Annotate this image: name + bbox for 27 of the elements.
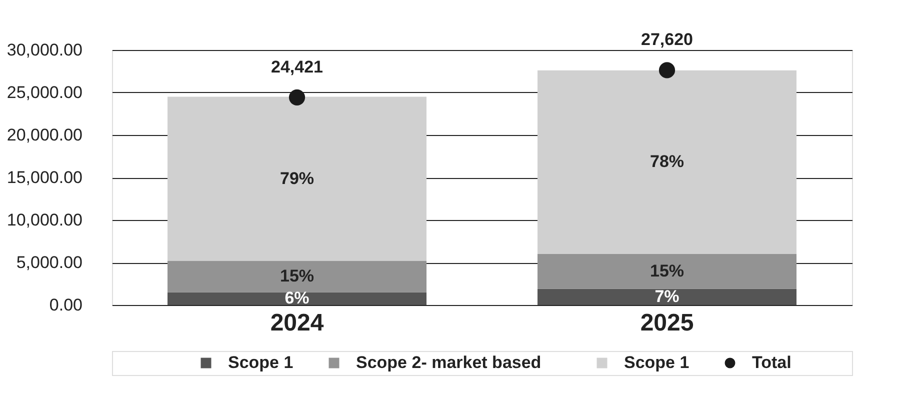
annotation: 7% [654,286,680,306]
bar [168,260,426,292]
x-tick-label: 2024 [270,310,324,336]
y-tick-label: 30,000.00 [6,40,82,60]
annotation: 15% [650,261,684,280]
annotation: 6% [284,288,310,308]
data-label: 24,421 [271,57,323,76]
bar [538,288,796,305]
y-tick-label: 20,000.00 [6,126,82,144]
y-tick-label: 15,000.00 [6,168,82,187]
y-tick-label: 5,000.00 [16,253,82,272]
legend-label: Total [752,353,792,372]
data-label: 27,620 [641,30,693,50]
y-tick-label: 25,000.00 [6,83,82,102]
y-tick-label: 0.00 [49,296,82,314]
bar [538,70,796,254]
annotation: 79% [280,168,314,188]
bar [168,96,426,261]
legend-label: Scope 2- market based [356,353,542,372]
annotation: 78% [650,152,684,172]
x-tick-label: 2025 [640,310,694,336]
legend-label: Scope 1 [228,353,294,372]
y-tick-label: 10,000.00 [6,210,82,230]
bar [168,292,426,305]
annotation: 15% [280,266,314,286]
legend-label: Scope 1 [624,353,690,372]
bar [538,254,796,289]
